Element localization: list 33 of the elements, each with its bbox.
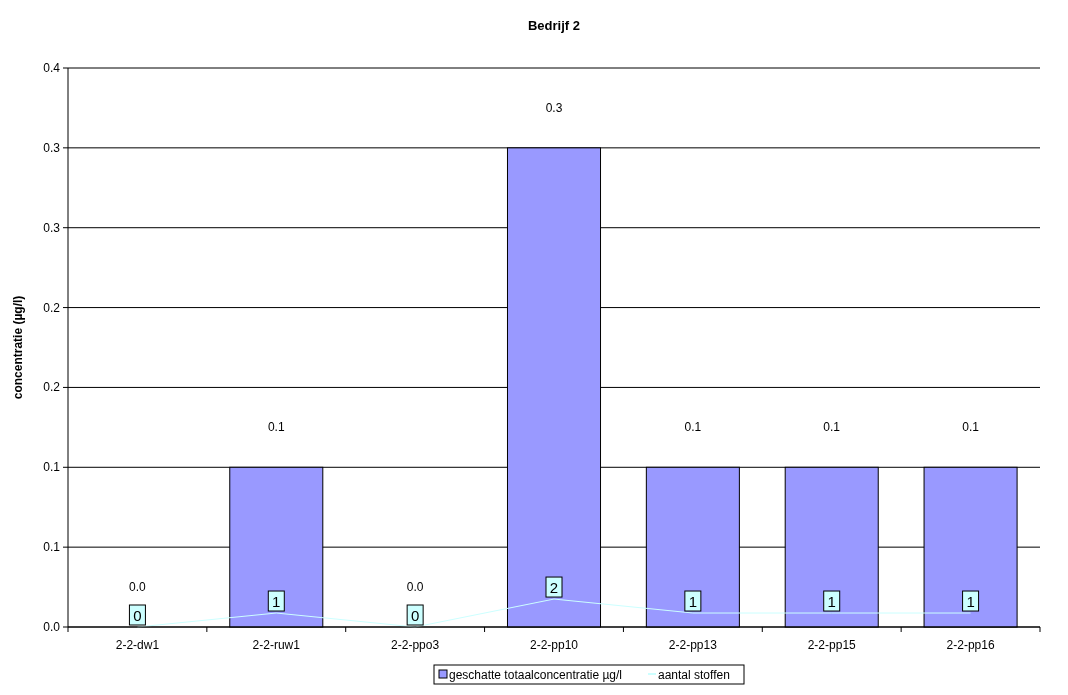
chart-title: Bedrijf 2: [527, 18, 581, 33]
y-tick-label: 0.2: [43, 300, 61, 315]
x-tick-label: 2-2-pp16: [946, 638, 995, 652]
y-tick-label: 0.3: [43, 140, 61, 155]
y-tick-label: 0.1: [43, 540, 61, 555]
y-tick-label: 0.4: [43, 61, 61, 75]
data-label: 1: [827, 593, 836, 611]
y-tick-label: 0.1: [43, 460, 61, 475]
x-tick-label: 2-2-ppo3: [391, 638, 440, 652]
data-label: 2: [549, 579, 559, 597]
data-label: 0: [133, 607, 142, 624]
data-label: 0: [410, 607, 420, 624]
legend-label: aantal stoffen: [658, 668, 730, 682]
y-tick-label: 0.2: [43, 380, 61, 395]
data-label: 0.1: [823, 420, 841, 435]
x-tick-label: 2-2-ruw1: [252, 638, 301, 652]
data-label: 0.0: [129, 580, 147, 594]
x-tick-label: 2-2-dw1: [115, 638, 160, 652]
y-tick-label: 0.3: [43, 220, 61, 235]
data-label: 1: [966, 593, 975, 611]
x-tick-label: 2-2-pp13: [668, 638, 718, 652]
x-tick-label: 2-2-pp15: [807, 638, 857, 652]
data-label: 1: [272, 593, 281, 611]
data-label: 0.1: [962, 420, 980, 435]
x-tick-label: 2-2-pp10: [529, 638, 579, 652]
data-label: 0.3: [545, 100, 563, 115]
y-tick-label: 0.0: [43, 620, 61, 634]
data-label: 0.1: [684, 420, 702, 435]
y-axis-title: concentratie (µg/l): [11, 295, 25, 400]
data-label: 0.1: [267, 420, 285, 435]
legend-label: geschatte totaalconcentratie µg/l: [449, 668, 623, 682]
data-label: 0.0: [406, 580, 424, 594]
data-label: 1: [688, 593, 698, 611]
